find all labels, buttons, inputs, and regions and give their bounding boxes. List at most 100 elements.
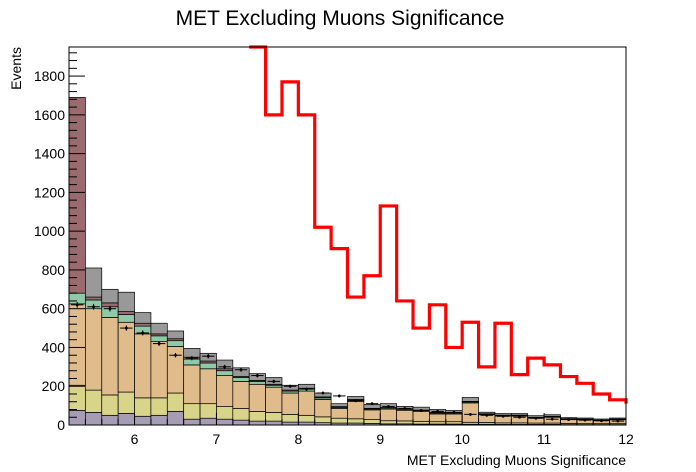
stack-bar-5-27 — [510, 413, 529, 416]
stack-bar-5-33 — [609, 417, 627, 420]
x-tick-label: 12 — [618, 431, 634, 447]
stack-bar-1-18 — [363, 419, 381, 424]
x-axis: 6 7 8 9 10 11 12 — [68, 413, 634, 447]
stack-bar-1-3 — [117, 391, 135, 414]
stack-bar-2-15 — [314, 399, 332, 418]
stack-bar-5-1 — [85, 267, 103, 298]
data-point-9 — [223, 365, 227, 369]
stack-bar-0-11 — [248, 420, 266, 426]
stack-bar-4-0 — [68, 97, 86, 294]
x-tick-label: 10 — [454, 431, 470, 447]
data-point-6 — [174, 353, 177, 357]
signal-histogram — [249, 45, 628, 404]
stack-bar-1-17 — [347, 418, 365, 424]
data-point-4 — [141, 331, 145, 335]
stack-bar-1-10 — [232, 408, 250, 421]
data-point-3 — [124, 326, 128, 330]
stack-bar-5-17 — [347, 396, 365, 400]
data-point-10 — [239, 368, 243, 372]
plot-area — [68, 45, 628, 426]
stack-bar-4-4 — [134, 322, 152, 327]
data-point-24 — [468, 412, 472, 416]
stack-bar-4-3 — [117, 311, 135, 315]
data-point-19 — [387, 405, 390, 408]
data-point-28 — [534, 416, 538, 420]
stack-bar-2-13 — [281, 392, 299, 415]
stack-bar-2-3 — [117, 321, 135, 393]
data-point-1 — [92, 305, 95, 309]
y-tick-label: 1200 — [34, 184, 65, 200]
y-tick-label: 800 — [42, 262, 66, 278]
stack-bar-5-3 — [117, 291, 135, 312]
y-tick-label: 400 — [42, 339, 66, 355]
stack-bar-4-1 — [85, 296, 103, 301]
data-point-29 — [550, 417, 554, 421]
data-point-13 — [288, 384, 292, 388]
stack-bar-2-23 — [445, 413, 463, 423]
chart-title: MET Excluding Muons Significance — [176, 7, 505, 30]
data-point-31 — [583, 418, 587, 422]
stack-bar-2-24 — [461, 402, 479, 423]
data-point-21 — [419, 409, 423, 412]
y-tick-label: 1400 — [34, 146, 65, 162]
stack-bar-2-7 — [183, 364, 201, 405]
stack-bar-1-20 — [396, 420, 414, 425]
stack-bar-1-12 — [265, 412, 283, 422]
y-tick-label: 1600 — [34, 107, 65, 123]
stack-bar-0-5 — [150, 414, 168, 426]
data-point-5 — [157, 342, 161, 345]
stack-bar-0-8 — [199, 417, 217, 426]
stack-bar-3-11 — [248, 381, 266, 385]
stack-bar-3-5 — [150, 335, 168, 342]
data-point-16 — [337, 394, 341, 398]
stack-bar-2-20 — [396, 409, 414, 422]
stack-bar-2-22 — [429, 413, 447, 423]
stack-bar-5-2 — [101, 288, 119, 304]
x-tick-label: 9 — [376, 431, 384, 447]
stack-bar-0-6 — [166, 411, 185, 426]
data-point-8 — [206, 354, 210, 358]
stack-bar-1-2 — [101, 394, 119, 416]
stack-bar-5-24 — [461, 397, 479, 402]
x-tick-label: 11 — [537, 431, 552, 447]
stack-bar-1-7 — [183, 403, 201, 420]
stack-bar-1-19 — [379, 420, 397, 425]
data-point-18 — [370, 402, 374, 406]
stack-bar-1-16 — [330, 417, 348, 424]
stack-bar-2-19 — [379, 408, 397, 422]
stack-bar-1-6 — [166, 392, 185, 412]
data-point-0 — [75, 303, 79, 307]
stack-bar-2-2 — [101, 317, 119, 396]
stack-bar-2-17 — [347, 401, 365, 420]
stack-bar-1-13 — [281, 413, 299, 423]
stack-bar-2-16 — [330, 408, 348, 419]
stack-bar-5-25 — [478, 411, 496, 415]
stack-bar-2-4 — [134, 333, 152, 399]
y-tick-label: 200 — [42, 378, 66, 394]
data-point-27 — [518, 415, 521, 419]
data-point-26 — [501, 414, 505, 418]
y-tick-label: 1800 — [34, 68, 65, 84]
stack-bar-5-4 — [134, 312, 152, 324]
stack-bar-1-11 — [248, 411, 266, 422]
stack-bar-1-8 — [199, 403, 217, 419]
stack-bar-3-6 — [166, 340, 185, 347]
stack-bar-5-6 — [166, 330, 185, 340]
data-point-7 — [190, 356, 194, 360]
data-point-20 — [403, 407, 407, 410]
stack-bar-0-12 — [265, 420, 283, 426]
data-point-25 — [485, 413, 489, 417]
stack-bar-0-7 — [183, 418, 201, 426]
data-point-2 — [108, 307, 112, 311]
stack-bar-2-8 — [199, 368, 217, 405]
data-point-11 — [255, 374, 259, 377]
stack-bar-3-3 — [117, 314, 135, 323]
data-points — [71, 301, 624, 423]
stack-bar-2-12 — [265, 386, 283, 413]
stack-bar-2-21 — [412, 411, 430, 422]
data-point-14 — [305, 387, 308, 391]
stack-bar-5-16 — [330, 403, 348, 407]
stack-bar-1-5 — [150, 397, 168, 416]
data-point-33 — [616, 419, 620, 423]
